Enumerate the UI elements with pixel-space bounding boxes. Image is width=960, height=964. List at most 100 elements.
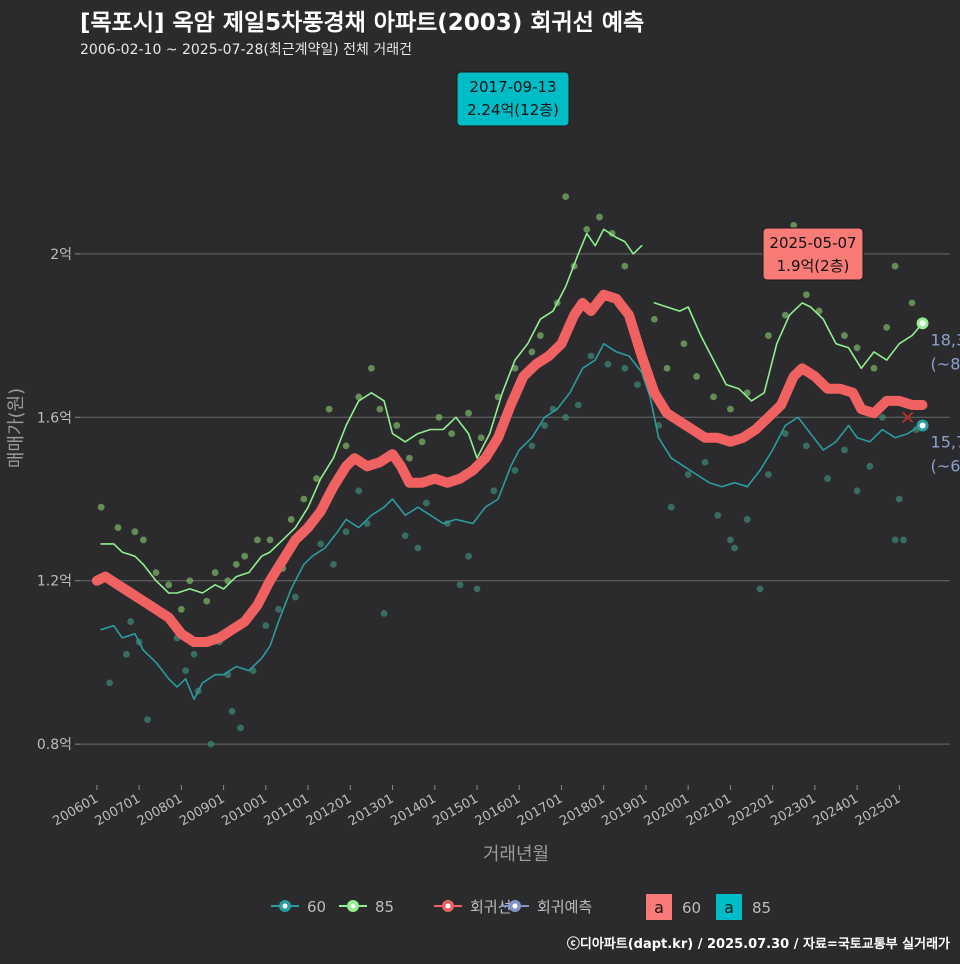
series-layer bbox=[91, 228, 928, 700]
scatter-point-85 bbox=[726, 405, 734, 413]
scatter-point-85 bbox=[368, 364, 375, 372]
scatter-point-60 bbox=[414, 544, 422, 552]
footer-credit: ⓒ디아파트(dapt.kr) / 2025.07.30 / 자료=국토교통부 실… bbox=[567, 936, 950, 952]
legend-label-3: 회귀예측 bbox=[537, 898, 592, 916]
scatter-point-60 bbox=[574, 401, 582, 409]
annotation-date: 2017-09-13 bbox=[469, 78, 556, 96]
scatter-point-85 bbox=[165, 581, 173, 589]
scatter-point-85 bbox=[203, 597, 211, 605]
legend-box-glyph-1: a bbox=[724, 898, 734, 917]
scatter-point-60 bbox=[228, 708, 236, 715]
scatter-point-60 bbox=[726, 536, 734, 544]
scatter-point-85 bbox=[650, 315, 658, 323]
scatter-point-60 bbox=[123, 650, 130, 658]
legend-swatch-core-1 bbox=[350, 903, 356, 909]
prediction-marker bbox=[902, 411, 914, 423]
scatter-point-85 bbox=[139, 536, 147, 544]
scatter-point-60 bbox=[541, 422, 548, 429]
scatter-point-85 bbox=[266, 536, 274, 544]
scatter-point-60 bbox=[756, 585, 764, 593]
scatter-point-60 bbox=[587, 352, 595, 360]
scatter-point-60 bbox=[604, 360, 612, 368]
series-line-85 bbox=[653, 302, 924, 402]
scatter-point-60 bbox=[511, 467, 519, 474]
legend: 60 85 회귀선 회귀예측 a 60 a 85 bbox=[271, 894, 771, 920]
scatter-point-60 bbox=[355, 487, 363, 495]
scatter-point-85 bbox=[313, 475, 320, 482]
scatter-point-60 bbox=[895, 495, 903, 503]
scatter-point-85 bbox=[376, 405, 384, 413]
scatter-point-85 bbox=[781, 311, 789, 319]
scatter-point-60 bbox=[490, 487, 498, 495]
scatter-point-85 bbox=[693, 373, 701, 380]
scatter-point-85 bbox=[477, 434, 485, 442]
scatter-point-85 bbox=[131, 528, 139, 536]
scatter-point-60 bbox=[634, 381, 641, 388]
legend-box-0 bbox=[646, 894, 672, 920]
x-axis-title: 거래년월 bbox=[483, 844, 549, 865]
scatter-point-85 bbox=[232, 560, 240, 568]
legend-swatch-core-2 bbox=[445, 903, 451, 909]
end-point-core-85 bbox=[919, 320, 926, 327]
scatter-point-85 bbox=[465, 409, 472, 417]
scatter-point-85 bbox=[342, 442, 350, 450]
scatter-point-85 bbox=[790, 221, 798, 229]
legend-box-1 bbox=[716, 894, 742, 920]
scatter-point-85 bbox=[448, 430, 456, 438]
annotation-box bbox=[456, 71, 570, 127]
marker-layer bbox=[902, 317, 929, 432]
end-label-area-60: (~60㎡) bbox=[931, 456, 960, 475]
end-point-core-60 bbox=[919, 422, 926, 429]
scatter-point-85 bbox=[908, 299, 916, 307]
legend-label-2: 회귀선 bbox=[470, 898, 511, 916]
scatter-point-60 bbox=[853, 487, 861, 495]
scatter-point-85 bbox=[710, 393, 717, 401]
scatter-point-60 bbox=[824, 475, 831, 482]
end-label-area-85: (~85㎡) bbox=[931, 354, 960, 373]
annotation-layer: 2017-09-13 2.24억(12층) 2025-05-07 1.9억(2층) bbox=[456, 71, 864, 281]
scatter-point-60 bbox=[684, 471, 692, 478]
scatter-point-85 bbox=[583, 225, 591, 233]
scatter-point-60 bbox=[291, 593, 299, 601]
scatter-point-60 bbox=[866, 462, 874, 470]
y-axis-title: 매매가(원) bbox=[6, 388, 27, 468]
legend-box-label-0: 60 bbox=[682, 899, 701, 917]
end-label-layer: 18,300 (~85㎡) 15,785 (~60㎡) bbox=[931, 330, 960, 475]
scatter-point-85 bbox=[680, 340, 688, 348]
scatter-point-60 bbox=[329, 560, 337, 568]
legend-box-label-1: 85 bbox=[752, 899, 771, 917]
legend-swatch-core-0 bbox=[282, 903, 288, 909]
scatter-point-60 bbox=[743, 516, 751, 523]
scatter-point-85 bbox=[536, 332, 544, 339]
scatter-point-60 bbox=[667, 503, 675, 511]
scatter-point-60 bbox=[401, 532, 409, 540]
scatter-point-60 bbox=[764, 471, 772, 478]
annotation-value: 1.9억(2층) bbox=[777, 257, 850, 275]
scatter-point-60 bbox=[781, 430, 789, 438]
series-line-60 bbox=[100, 342, 922, 700]
scatter-point-85 bbox=[211, 569, 219, 576]
scatter-point-60 bbox=[237, 724, 244, 732]
scatter-point-85 bbox=[186, 577, 194, 585]
y-tick-label: 1.2억 bbox=[37, 574, 72, 590]
scatter-point-60 bbox=[562, 413, 570, 421]
end-label-value-60: 15,785 bbox=[931, 432, 960, 451]
legend-label-1: 85 bbox=[375, 898, 394, 916]
scatter-point-85 bbox=[528, 348, 536, 356]
scatter-point-60 bbox=[317, 540, 325, 548]
scatter-point-60 bbox=[473, 585, 481, 593]
scatter-point-60 bbox=[275, 605, 282, 613]
scatter-point-60 bbox=[891, 536, 899, 544]
annotation-value: 2.24억(12층) bbox=[467, 101, 559, 119]
scatter-point-85 bbox=[853, 344, 861, 352]
scatter-point-60 bbox=[701, 458, 709, 466]
scatter-point-60 bbox=[900, 536, 907, 544]
annotation-date: 2025-05-07 bbox=[769, 234, 856, 252]
scatter-point-85 bbox=[562, 193, 570, 201]
scatter-point-60 bbox=[803, 442, 810, 450]
scatter-point-60 bbox=[207, 740, 215, 748]
scatter-point-60 bbox=[144, 716, 151, 724]
y-tick-labels: 0.8억 1.2억 1.6억 2억 bbox=[37, 247, 80, 753]
scatter-point-60 bbox=[262, 622, 270, 630]
